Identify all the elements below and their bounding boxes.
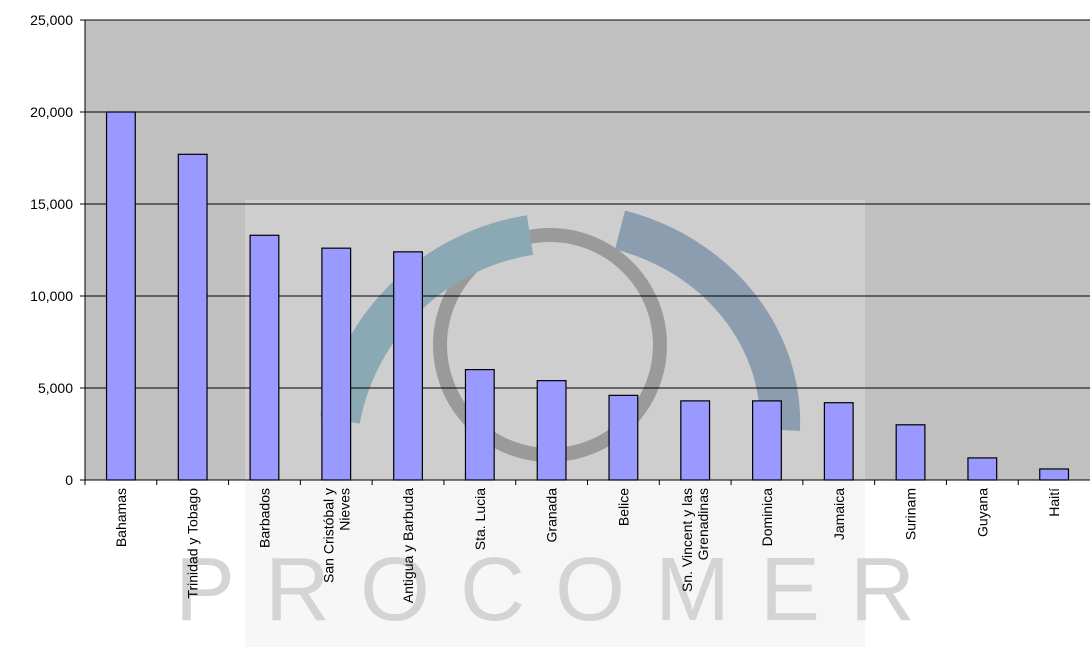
y-tick-label: 10,000 [30, 288, 73, 304]
x-tick-label: Dominica [759, 488, 775, 547]
bar [105, 111, 136, 481]
x-tick-label-group: Sta. Lucia [472, 488, 488, 550]
x-tick-label-group: Dominica [759, 488, 775, 547]
x-tick-label-group: Surinam [903, 488, 919, 540]
x-tick-label: Barbados [256, 488, 272, 548]
y-tick-label: 20,000 [30, 104, 73, 120]
y-tick-label: 15,000 [30, 196, 73, 212]
y-tick-label: 0 [65, 472, 73, 488]
x-tick-label: Trinidad y Tobago [185, 488, 201, 599]
x-tick-label: Belice [615, 488, 631, 526]
bar [249, 234, 280, 481]
x-tick-label: Jamaica [831, 488, 847, 540]
x-tick-label-group: Bahamas [113, 488, 129, 547]
bar [1039, 468, 1070, 481]
x-tick-label-group: Barbados [256, 488, 272, 548]
x-tick-label-group: Granada [544, 488, 560, 543]
bar [895, 424, 926, 481]
x-tick-label: Antigua y Barbuda [400, 488, 416, 603]
x-tick-label-group: San Cristóbal yNieves [320, 488, 352, 583]
x-tick-label: Bahamas [113, 488, 129, 547]
x-tick-label: Sn. Vincent y lasGrenadinas [679, 488, 711, 592]
bar [464, 369, 495, 481]
x-tick-label: Sta. Lucia [472, 488, 488, 550]
x-tick-label-group: Jamaica [831, 488, 847, 540]
bar [393, 251, 423, 481]
bar [823, 402, 854, 481]
bar [967, 457, 998, 481]
x-tick-label-group: Belice [615, 488, 631, 526]
y-tick-label: 5,000 [38, 380, 73, 396]
bar [752, 400, 782, 481]
x-tick-label-group: Haití [1046, 488, 1062, 517]
bar [680, 400, 711, 481]
bar [608, 394, 639, 481]
x-tick-label: Granada [544, 488, 560, 543]
watermark-text: PROCOMER [175, 540, 945, 640]
x-tick-label: San Cristóbal yNieves [320, 488, 352, 583]
x-tick-label-group: Antigua y Barbuda [400, 488, 416, 603]
x-tick-label: Surinam [903, 488, 919, 540]
bar [321, 247, 352, 481]
x-tick-label-group: Sn. Vincent y lasGrenadinas [679, 488, 711, 592]
x-tick-label: Guyana [974, 488, 990, 537]
x-tick-label: Haití [1046, 488, 1062, 517]
x-tick-label-group: Guyana [974, 488, 990, 537]
bar [536, 380, 567, 481]
x-tick-label-group: Trinidad y Tobago [185, 488, 201, 599]
bar [177, 153, 208, 481]
y-tick-label: 25,000 [30, 12, 73, 28]
